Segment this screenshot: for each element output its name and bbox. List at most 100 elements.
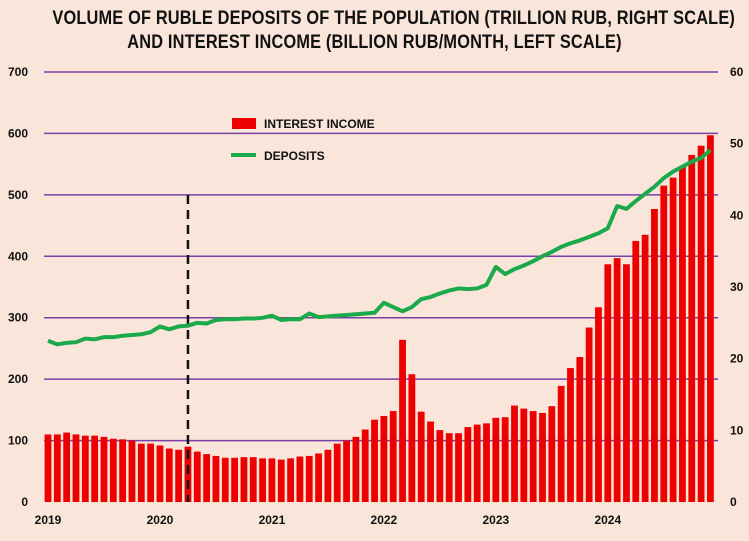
bar [585,327,593,502]
bar [417,411,425,502]
bar [669,177,677,502]
bar [595,307,602,502]
bar [371,419,378,502]
right-tick-label: 20 [730,352,744,366]
bar [455,433,462,502]
bar [576,357,584,502]
bar [473,424,481,502]
bar [427,421,434,502]
bar [268,458,276,502]
legend-label-interest-income: INTEREST INCOME [264,117,375,131]
bar [81,435,89,502]
bar [128,440,136,502]
bar [408,374,416,502]
bar [165,448,173,502]
bar [53,434,61,502]
bar [361,429,369,502]
bar [91,435,99,502]
bar [604,264,612,502]
bar [305,455,313,502]
left-tick-label: 600 [8,126,28,140]
bar [464,427,472,502]
bar [501,417,509,502]
bar [567,368,574,502]
right-tick-label: 30 [730,280,744,294]
bar [511,405,518,502]
bar [212,455,220,502]
bar [380,416,388,502]
bar [221,457,229,502]
left-tick-label: 300 [8,311,28,325]
bar [557,385,565,502]
x-tick-label: 2023 [482,513,509,527]
bar [259,458,266,502]
chart-title-line1: VOLUME OF RUBLE DEPOSITS OF THE POPULATI… [52,8,736,29]
bar [72,434,80,502]
bar [119,439,127,502]
bar [137,443,145,502]
bar [184,446,192,502]
right-tick-label: 60 [730,65,744,79]
bar [100,436,108,502]
bar [399,339,406,502]
bar [343,440,350,502]
bar [352,436,360,502]
bar [548,406,556,502]
bar [231,457,238,502]
bar [175,449,183,502]
bar [688,154,696,502]
right-tick-label: 0 [730,495,737,509]
bar [277,459,285,502]
bar [613,258,621,502]
bar [483,423,490,502]
left-tick-label: 0 [21,495,28,509]
left-tick-label: 200 [8,372,28,386]
bar [44,434,52,502]
x-tick-label: 2020 [147,513,174,527]
chart-title-line2: AND INTEREST INCOME (BILLION RUB/MONTH, … [127,32,622,53]
bar [109,438,117,502]
bar [520,408,528,502]
bar [147,443,155,502]
bar [203,454,211,502]
bar [436,430,444,502]
bar [287,458,294,502]
bar [156,445,164,502]
bar [707,135,714,502]
right-tick-label: 10 [730,423,744,437]
bar [492,417,500,502]
legend-swatch-interest-income [232,118,256,129]
bar [651,208,658,502]
bar [539,412,546,502]
bar [249,457,257,502]
x-tick-label: 2019 [35,513,62,527]
bar [623,264,630,502]
bar [641,234,649,503]
bar [389,411,397,502]
bar [193,451,201,502]
bar [296,456,304,502]
deposits-line [47,148,712,347]
bar [529,411,537,502]
left-tick-label: 500 [8,188,28,202]
bar [445,433,453,502]
bar [63,432,71,502]
left-tick-label: 400 [8,249,28,263]
right-tick-label: 50 [730,137,744,151]
right-tick-label: 40 [730,208,744,222]
bar [315,453,322,502]
bar [660,185,668,502]
left-tick-label: 700 [8,65,28,79]
bar [697,145,705,502]
bar [240,457,248,502]
left-tick-label: 100 [8,434,28,448]
bar [632,240,640,502]
legend-label-deposits: DEPOSITS [264,149,325,163]
x-tick-label: 2022 [371,513,398,527]
bar [333,443,341,502]
x-tick-label: 2024 [594,513,621,527]
bar [679,165,686,502]
x-tick-label: 2021 [259,513,286,527]
